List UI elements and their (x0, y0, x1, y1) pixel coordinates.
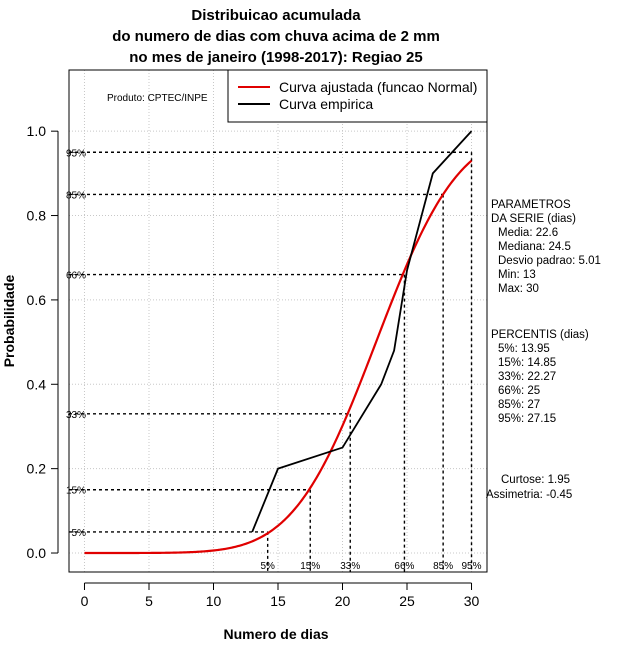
y-tick-label: 0.0 (27, 545, 47, 561)
parametros-media: Media: 22.6 (498, 227, 558, 239)
percentile-x-label: 66% (394, 561, 414, 572)
x-tick-label: 20 (335, 593, 351, 609)
parametros-heading-1: PARAMETROS (491, 199, 571, 211)
y-tick-label: 1.0 (27, 123, 47, 139)
percentile-y-label: 15% (66, 486, 86, 497)
y-tick-label: 0.2 (27, 461, 47, 477)
percentis-15: 15%: 14.85 (498, 357, 556, 369)
series (84, 130, 473, 555)
percentile-y-label: 33% (66, 410, 86, 421)
grid (69, 70, 487, 572)
parametros-mediana: Mediana: 24.5 (498, 241, 571, 253)
x-tick-label: 30 (464, 593, 480, 609)
legend-box (227, 69, 488, 123)
legend-label-fitted: Curva ajustada (funcao Normal) (279, 79, 477, 95)
chart-title-line-3: no mes de janeiro (1998-2017): Regiao 25 (129, 49, 422, 66)
y-tick-label: 0.8 (27, 208, 47, 224)
fitted-normal-curve (84, 159, 473, 555)
legend: Curva ajustada (funcao Normal) Curva emp… (227, 69, 488, 123)
x-tick-label: 5 (145, 593, 153, 609)
percentis-33: 33%: 22.27 (498, 371, 556, 383)
parametros-max: Max: 30 (498, 283, 539, 295)
percentis-panel: PERCENTIS (dias) 5%: 13.95 15%: 14.85 33… (491, 329, 589, 425)
percentis-5: 5%: 13.95 (498, 343, 550, 355)
parametros-desvio: Desvio padrao: 5.01 (498, 255, 601, 267)
chart-title-line-1: Distribuicao acumulada (191, 7, 361, 24)
percentis-66: 66%: 25 (498, 385, 540, 397)
y-tick-label: 0.6 (27, 292, 47, 308)
percentile-y-label: 5% (72, 528, 87, 539)
x-axis-label: Numero de dias (223, 626, 328, 642)
produto-label: Produto: CPTEC/INPE (107, 93, 208, 104)
percentile-x-label: 95% (462, 561, 482, 572)
percentis-85: 85%: 27 (498, 399, 540, 411)
parametros-heading-2: DA SERIE (dias) (491, 213, 576, 225)
parametros-panel: PARAMETROS DA SERIE (dias) Media: 22.6 M… (491, 199, 601, 295)
percentile-y-label: 66% (66, 271, 86, 282)
x-tick-label: 0 (81, 593, 89, 609)
percentile-x-label: 15% (300, 561, 320, 572)
percentile-guides: 5% 5% 15% 15% 33% 33% 66% 66% 85% 85% 95% 95% (66, 148, 482, 572)
axes-ticks: 0 5 10 15 20 25 30 0.0 0.2 0.4 0.6 0.8 1.0 (27, 123, 480, 609)
legend-label-empirical: Curva empirica (279, 96, 373, 112)
percentile-x-label: 5% (260, 561, 275, 572)
percentile-y-label: 95% (66, 148, 86, 159)
parametros-min: Min: 13 (498, 269, 536, 281)
y-axis-label: Probabilidade (1, 275, 17, 368)
percentis-95: 95%: 27.15 (498, 413, 556, 425)
x-tick-label: 10 (206, 593, 222, 609)
curtose-label: Curtose: 1.95 (501, 474, 570, 486)
percentis-heading: PERCENTIS (dias) (491, 329, 589, 341)
empirical-curve (251, 130, 473, 533)
x-tick-label: 25 (399, 593, 415, 609)
x-tick-label: 15 (270, 593, 286, 609)
percentile-x-label: 33% (340, 561, 360, 572)
percentile-x-label: 85% (433, 561, 453, 572)
y-tick-label: 0.4 (27, 376, 47, 392)
assimetria-label: Assimetria: -0.45 (486, 489, 572, 501)
chart-title-line-2: do numero de dias com chuva acima de 2 m… (112, 28, 440, 45)
percentile-y-label: 85% (66, 190, 86, 201)
